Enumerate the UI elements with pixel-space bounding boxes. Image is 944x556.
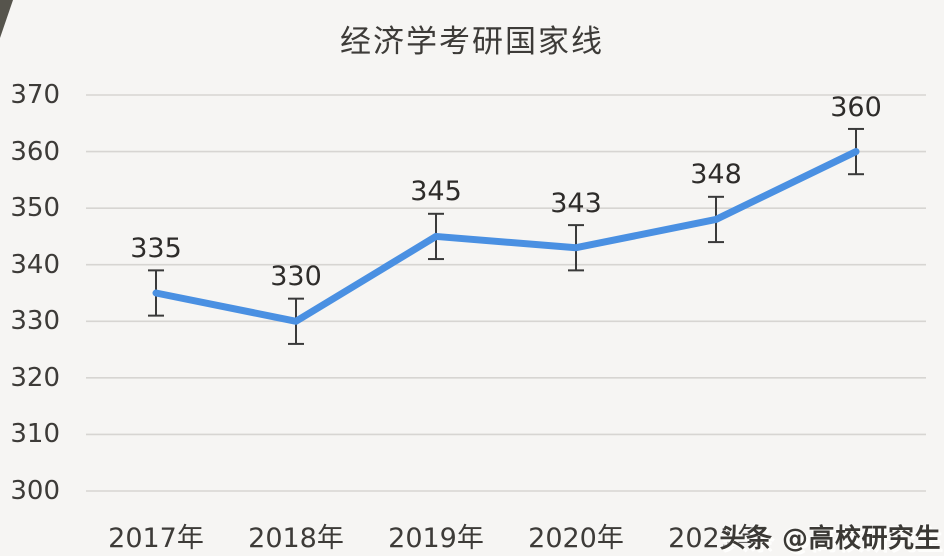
data-label: 330 — [270, 261, 322, 293]
x-tick-label: 2020年 — [528, 523, 624, 554]
photo-corner-artifact — [0, 0, 13, 38]
data-label: 348 — [690, 159, 742, 191]
series-line — [152, 148, 860, 325]
y-tick-label: 320 — [10, 362, 60, 393]
x-tick-label: 2019年 — [388, 523, 484, 554]
y-tick-label: 350 — [10, 193, 60, 224]
data-label: 343 — [550, 187, 602, 219]
watermark: 头条 @高校研究生 — [719, 524, 941, 554]
y-tick-label: 300 — [10, 476, 60, 506]
y-tick-label: 330 — [10, 306, 60, 337]
x-tick-label: 2017年 — [108, 523, 204, 554]
x-tick-label: 2018年 — [248, 523, 344, 554]
y-tick-label: 360 — [10, 136, 60, 167]
y-tick-label: 370 — [10, 80, 60, 110]
chart-title: 经济学考研国家线 — [340, 24, 604, 60]
data-label: 360 — [830, 91, 882, 123]
data-label: 335 — [130, 233, 182, 264]
y-tick-label: 310 — [10, 419, 60, 450]
y-tick-label: 340 — [10, 249, 60, 280]
x-tick-label: 2021年 — [668, 523, 764, 554]
data-label: 345 — [410, 176, 462, 208]
